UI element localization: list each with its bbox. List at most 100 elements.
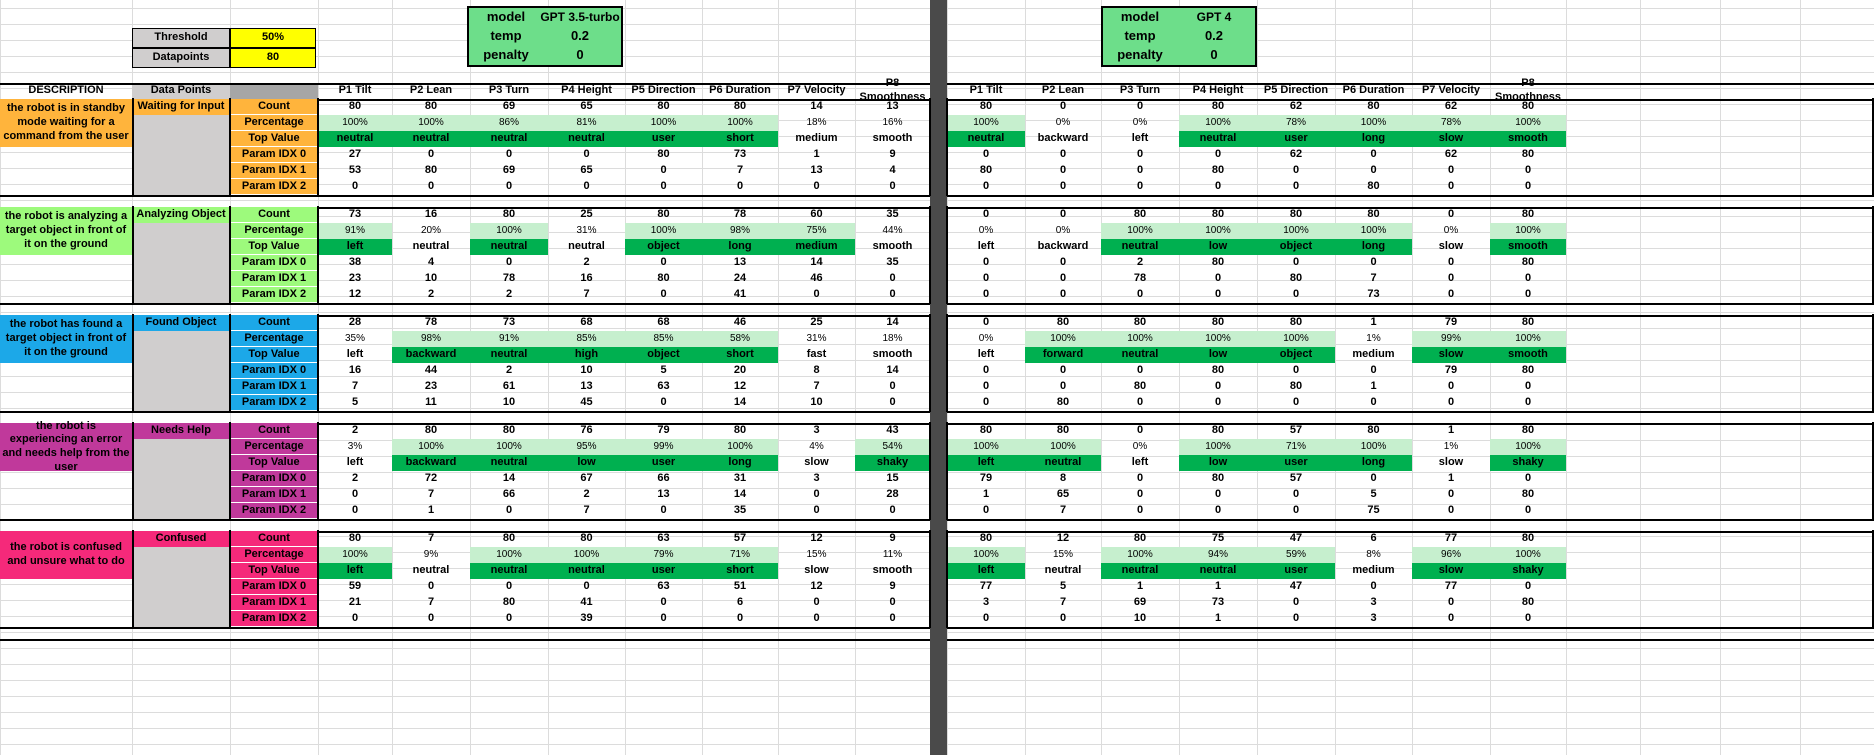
value-gpt4-count: 80 [979,532,993,545]
value-gpt35-pct: 91% [318,223,392,239]
block-border [0,519,930,521]
value-gpt35-idx0: 10 [580,364,593,377]
value-gpt4-idx1: 80 [1521,596,1535,609]
value-gpt35-idx1: 0 [813,488,820,501]
value-gpt35-idx2: 0 [813,612,820,625]
value-gpt4-top: slow [1438,240,1464,253]
value-gpt35-idx0: 59 [348,580,362,593]
value-gpt4-idx1: 65 [1056,488,1070,501]
value-gpt35-pct: 91% [470,331,548,347]
value-gpt35-count: 80 [657,208,670,221]
value-gpt4-count: 80 [1211,208,1225,221]
value-gpt35-top: neutral [318,131,392,147]
value-gpt4-top: user [1257,563,1335,579]
value-gpt35-idx1: 21 [348,596,362,609]
header-gpt4-param: P3 Turn [1119,84,1161,97]
model-model-value: GPT 4 [1196,10,1232,24]
value-gpt4-idx2: 3 [1370,612,1377,625]
value-gpt4-idx1: 0 [1214,488,1222,501]
block-divider [929,98,931,196]
value-gpt35-top: left [346,456,364,469]
value-gpt4-pct: 0% [1055,116,1071,128]
block-divider [229,98,231,196]
model-temp-label: temp [490,28,522,44]
value-gpt35-pct: 54% [855,439,930,455]
value-gpt35-pct: 86% [470,115,548,131]
header-gpt35-param: P8 Smoothness [859,77,926,103]
model-penalty-label: penalty [483,47,529,63]
value-gpt4-idx0: 0 [1059,364,1067,377]
value-gpt35-idx2: 0 [813,288,820,301]
value-gpt35-idx1: 0 [889,596,896,609]
value-gpt4-idx1: 80 [1289,272,1303,285]
value-gpt35-pct: 85% [625,331,702,347]
value-gpt35-top: user [625,563,702,579]
value-gpt35-idx2: 0 [427,180,435,193]
value-gpt4-pct: 78% [1257,115,1335,131]
value-gpt35-top: neutral [548,131,625,147]
value-gpt4-idx0: 0 [982,256,990,269]
value-gpt35-idx0: 66 [657,472,670,485]
value-gpt4-idx1: 0 [1524,272,1532,285]
header-gpt4-param: P5 Direction [1263,84,1329,97]
value-gpt35-idx0: 8 [813,364,820,377]
value-gpt35-top: neutral [470,239,548,255]
value-gpt35-top: medium [795,132,838,145]
value-gpt35-top: left [318,563,392,579]
row-label-top: Top Value [230,239,318,255]
row-label-idx1: Param IDX 1 [230,163,318,179]
header-gpt35-param: P3 Turn [488,84,530,97]
value-gpt4-idx2: 0 [1136,288,1144,301]
value-gpt35-count: 80 [348,532,362,545]
value-gpt35-idx0: 80 [657,148,670,161]
value-gpt4-idx1: 0 [1524,380,1532,393]
state-description: the robot has found a target object in f… [0,315,132,363]
value-gpt35-top: long [702,239,778,255]
value-gpt35-pct: 100% [470,547,548,563]
value-gpt35-pct: 35% [344,332,365,344]
value-gpt4-count: 80 [1521,532,1535,545]
value-gpt4-pct: 94% [1179,547,1257,563]
state-description: the robot is confused and unsure what to… [0,531,132,579]
value-gpt35-idx0: 73 [733,148,747,161]
value-gpt35-pct: 100% [470,223,548,239]
gridline-vertical [1101,0,1102,755]
value-gpt4-idx0: 0 [1370,580,1377,593]
value-gpt35-idx2: 0 [813,504,820,517]
gridline-vertical [625,0,626,755]
block-divider [317,206,319,304]
value-gpt35-top: short [702,347,778,363]
value-gpt4-idx0: 0 [1370,472,1377,485]
value-gpt35-idx2: 0 [505,504,513,517]
state-name: Analyzing Object [132,207,230,223]
value-gpt35-count: 43 [886,424,899,437]
value-gpt35-idx2: 12 [348,288,362,301]
value-gpt4-pct: 0% [1443,224,1459,236]
datapoints-value[interactable]: 80 [230,48,316,68]
value-gpt4-idx0: 80 [1521,148,1535,161]
value-gpt35-idx2: 0 [660,396,667,409]
header-gpt4-param: P2 Lean [1041,84,1085,97]
value-gpt35-count: 76 [580,424,593,437]
value-gpt4-idx0: 0 [1370,148,1377,161]
value-gpt35-pct: 4% [809,440,824,452]
value-gpt35-top: smooth [872,132,913,145]
value-gpt35-idx0: 9 [889,580,896,593]
header-gpt35-param: P2 Lean [409,84,453,97]
value-gpt4-idx2: 0 [982,504,990,517]
value-gpt4-count: 57 [1289,424,1303,437]
block-border [0,303,930,305]
value-gpt35-idx1: 0 [889,380,896,393]
value-gpt35-count: 78 [733,208,747,221]
value-gpt35-idx2: 1 [427,504,435,517]
value-gpt4-idx1: 0 [1059,164,1067,177]
header-gpt35-param: P6 Duration [709,84,771,97]
value-gpt4-top: slow [1412,563,1490,579]
value-gpt35-idx1: 0 [351,488,359,501]
value-gpt35-count: 80 [502,532,516,545]
row-label-pct: Percentage [230,223,318,239]
value-gpt4-top: neutral [1044,564,1082,577]
value-gpt4-idx1: 78 [1133,272,1147,285]
threshold-value[interactable]: 50% [230,28,316,48]
value-gpt4-pct: 0% [1055,224,1071,236]
